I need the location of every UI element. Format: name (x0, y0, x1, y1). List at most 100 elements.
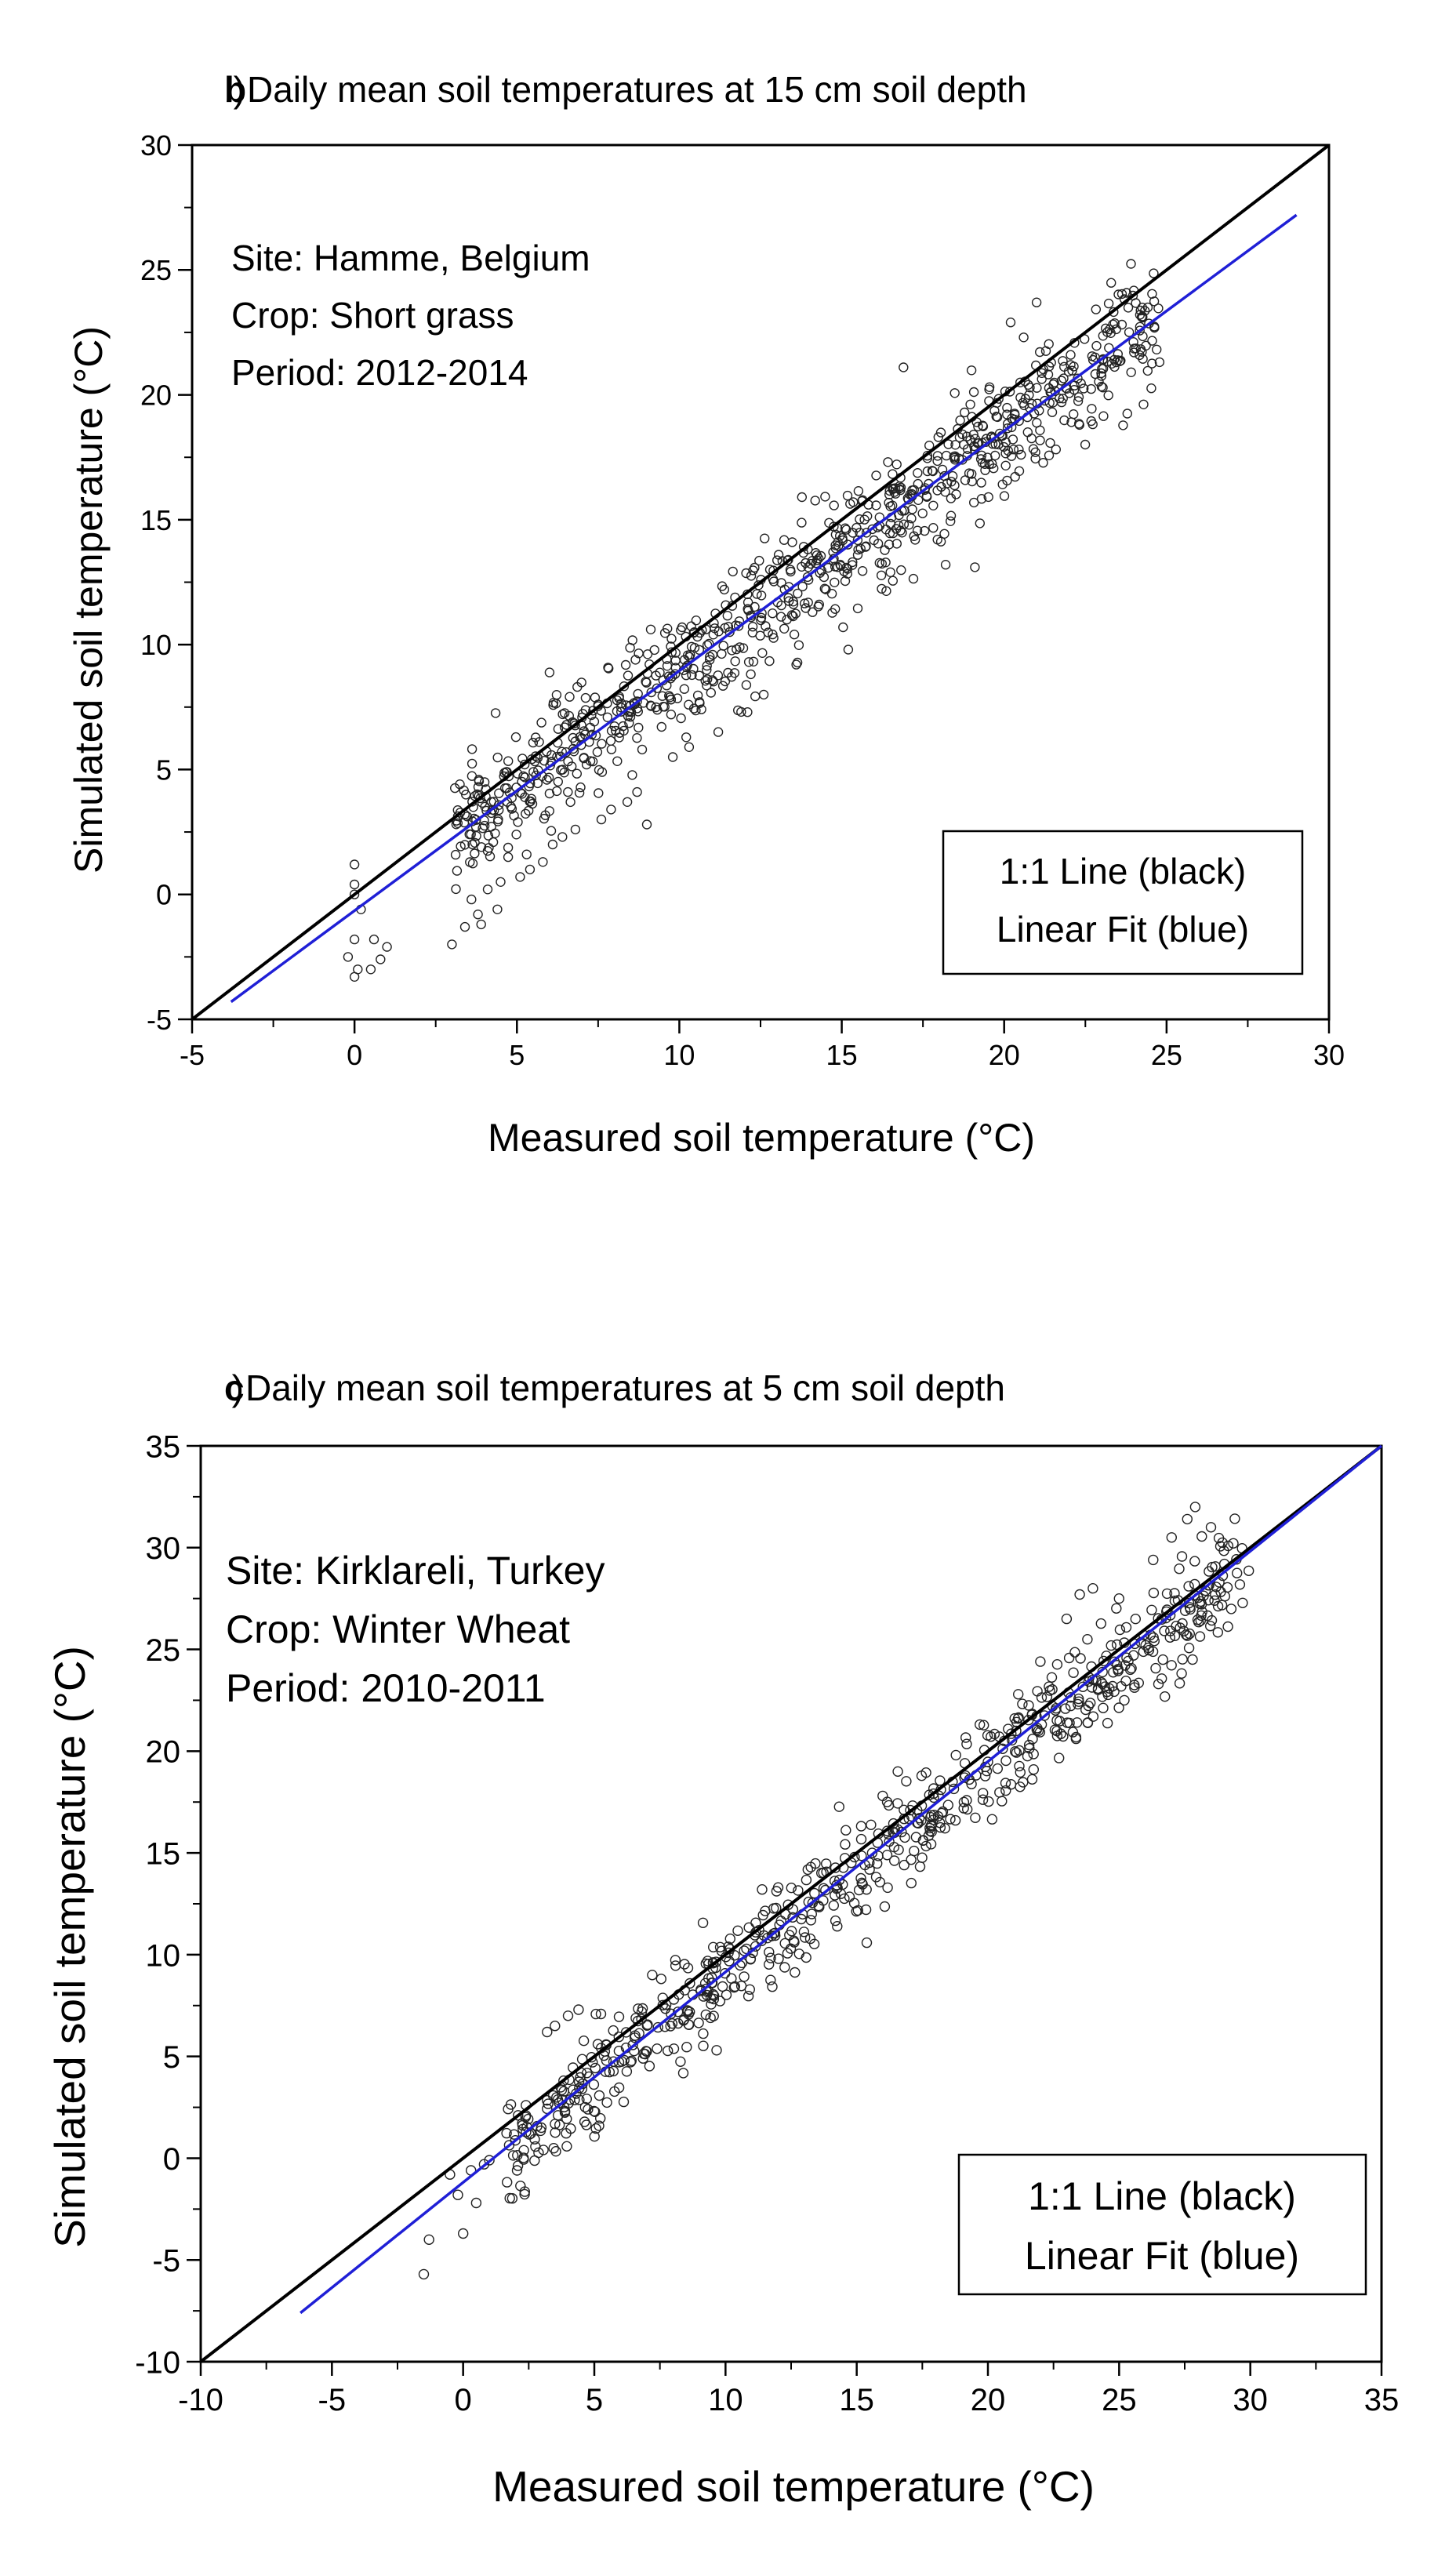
panel-c-scatter-point (1023, 1700, 1034, 1711)
panel-b-scatter-point (883, 457, 893, 467)
panel-b-scatter-point (1124, 327, 1135, 337)
panel-b-scatter-point (622, 797, 633, 807)
panel-c-x-axis-label: Measured soil temperature (°C) (492, 2462, 1095, 2511)
panel-c-scatter-point (1026, 1774, 1038, 1785)
panel-c-scatter-point (1014, 1745, 1025, 1756)
panel-b-scatter-point (382, 942, 392, 952)
panel-c-scatter-point (1104, 1683, 1115, 1694)
panel-b-scatter-point (949, 451, 960, 461)
panel-c-scatter-point (977, 1794, 989, 1805)
panel-b-scatter-point (761, 621, 771, 631)
panel-b-x-tick-label: 25 (1151, 1039, 1182, 1071)
panel-b-scatter-point (893, 520, 904, 531)
panel-c-scatter-point (935, 1775, 946, 1786)
panel-b-scatter-point (888, 469, 898, 479)
panel-b-scatter-point (540, 810, 550, 820)
panel-b-scatter-point (493, 800, 504, 811)
panel-c-scatter-point (1149, 1636, 1160, 1647)
panel-b-scatter-point (695, 698, 705, 708)
panel-b-scatter-point (919, 525, 930, 536)
panel-b-scatter-point (999, 491, 1010, 501)
panel-b-scatter-point (691, 616, 702, 626)
panel-b-scatter-point (703, 674, 713, 685)
panel-b-scatter-point (1022, 427, 1033, 438)
panel-b-scatter-point (964, 468, 975, 478)
panel-b-scatter-point (799, 598, 810, 608)
panel-c-scatter-point (1012, 1689, 1024, 1700)
panel-b-scatter-point (494, 788, 504, 798)
panel-c-scatter-point (1119, 1694, 1130, 1706)
panel-b-scatter-point (525, 796, 536, 807)
panel-c-scatter-point (855, 1821, 867, 1832)
panel-b-scatter-point (1098, 411, 1109, 421)
panel-c-scatter-point (1073, 1696, 1084, 1707)
panel-b-scatter-point (803, 562, 814, 572)
panel-b-scatter-point (1008, 445, 1019, 455)
panel-c-scatter-point (1156, 1673, 1167, 1684)
panel-b-scatter-point (572, 768, 582, 779)
panel-b-scatter-point (1037, 374, 1047, 384)
panel-b-scatter-point (743, 707, 753, 717)
panel-b-scatter-point (779, 623, 790, 634)
panel-b-scatter-point (465, 857, 475, 867)
panel-b-scatter-point (510, 732, 521, 743)
panel-b-scatter-point (933, 432, 944, 442)
panel-c-scatter-point (1179, 1605, 1191, 1617)
panel-c-scatter-point (668, 2043, 680, 2054)
panel-c-scatter-point (788, 1935, 800, 1946)
panel-c-scatter-point (590, 2123, 601, 2134)
panel-b-scatter-point (1010, 471, 1020, 482)
panel-b-scatter-point (659, 702, 670, 712)
panel-c-scatter-point (697, 1917, 709, 1929)
panel-c-scatter-point (1084, 1698, 1096, 1709)
panel-b-scatter-point (517, 754, 528, 764)
panel-b-scatter-point (928, 466, 939, 477)
panel-b-scatter-point (1035, 425, 1045, 435)
panel-b-scatter-point (464, 829, 474, 840)
panel-c-scatter-point (458, 2228, 469, 2239)
panel-b-scatter-point (1127, 290, 1138, 301)
panel-b-scatter-point (859, 514, 870, 525)
panel-b-scatter-point (855, 514, 865, 525)
panel-b-scatter-point (813, 554, 824, 564)
panel-b-y-tick-label: 10 (140, 629, 172, 661)
panel-c-scatter-point (637, 2003, 648, 2014)
panel-c-scatter-point (504, 2192, 515, 2204)
panel-b-scatter-point (666, 634, 677, 644)
panel-c-y-tick-label: 30 (146, 1531, 181, 1566)
panel-b-scatter-point (488, 837, 499, 848)
panel-c-scatter-point (830, 1890, 841, 1901)
panel-c-scatter-point (682, 1963, 694, 1974)
panel-c-y-tick-label: 25 (146, 1633, 181, 1668)
panel-b-scatter-point (871, 470, 881, 481)
panel-b-scatter-point (559, 768, 569, 778)
panel-b-scatter-point (585, 722, 596, 733)
panel-c-scatter-point (855, 1872, 866, 1884)
panel-b-scatter-point (789, 630, 800, 640)
panel-c-scatter-point (700, 2009, 711, 2021)
panel-b-scatter-point (830, 561, 841, 572)
panel-b-scatter-point (1117, 319, 1127, 330)
panel-c-scatter-point (948, 1783, 960, 1795)
panel-c-scatter-point (1212, 1600, 1224, 1612)
panel-b-scatter-point (376, 954, 386, 964)
panel-b-scatter-point (1034, 347, 1045, 358)
panel-b-scatter-point (702, 665, 712, 675)
panel-c-scatter-point (866, 1847, 878, 1858)
panel-c-scatter-point (1036, 1692, 1048, 1703)
panel-c-scatter-point (1113, 1702, 1124, 1713)
panel-b-scatter-point (672, 693, 683, 703)
panel-b-annotation-period: Period: 2012-2014 (231, 352, 528, 393)
panel-b-legend: 1:1 Line (black) Linear Fit (blue) (942, 830, 1304, 975)
panel-c-scatter-point (626, 2055, 637, 2067)
panel-b-scatter-point (612, 756, 623, 766)
panel-c-scatter-point (841, 1825, 851, 1836)
panel-b-scatter-point (1109, 307, 1119, 318)
panel-b-scatter-point (467, 839, 477, 850)
panel-b-scatter-point (544, 788, 555, 799)
panel-b-scatter-point (1028, 444, 1039, 454)
panel-b-scatter-point (565, 692, 575, 702)
panel-b-x-tick-label: 0 (347, 1039, 362, 1071)
panel-b-scatter-point (477, 823, 488, 834)
panel-c-scatter-point (721, 1989, 732, 2000)
